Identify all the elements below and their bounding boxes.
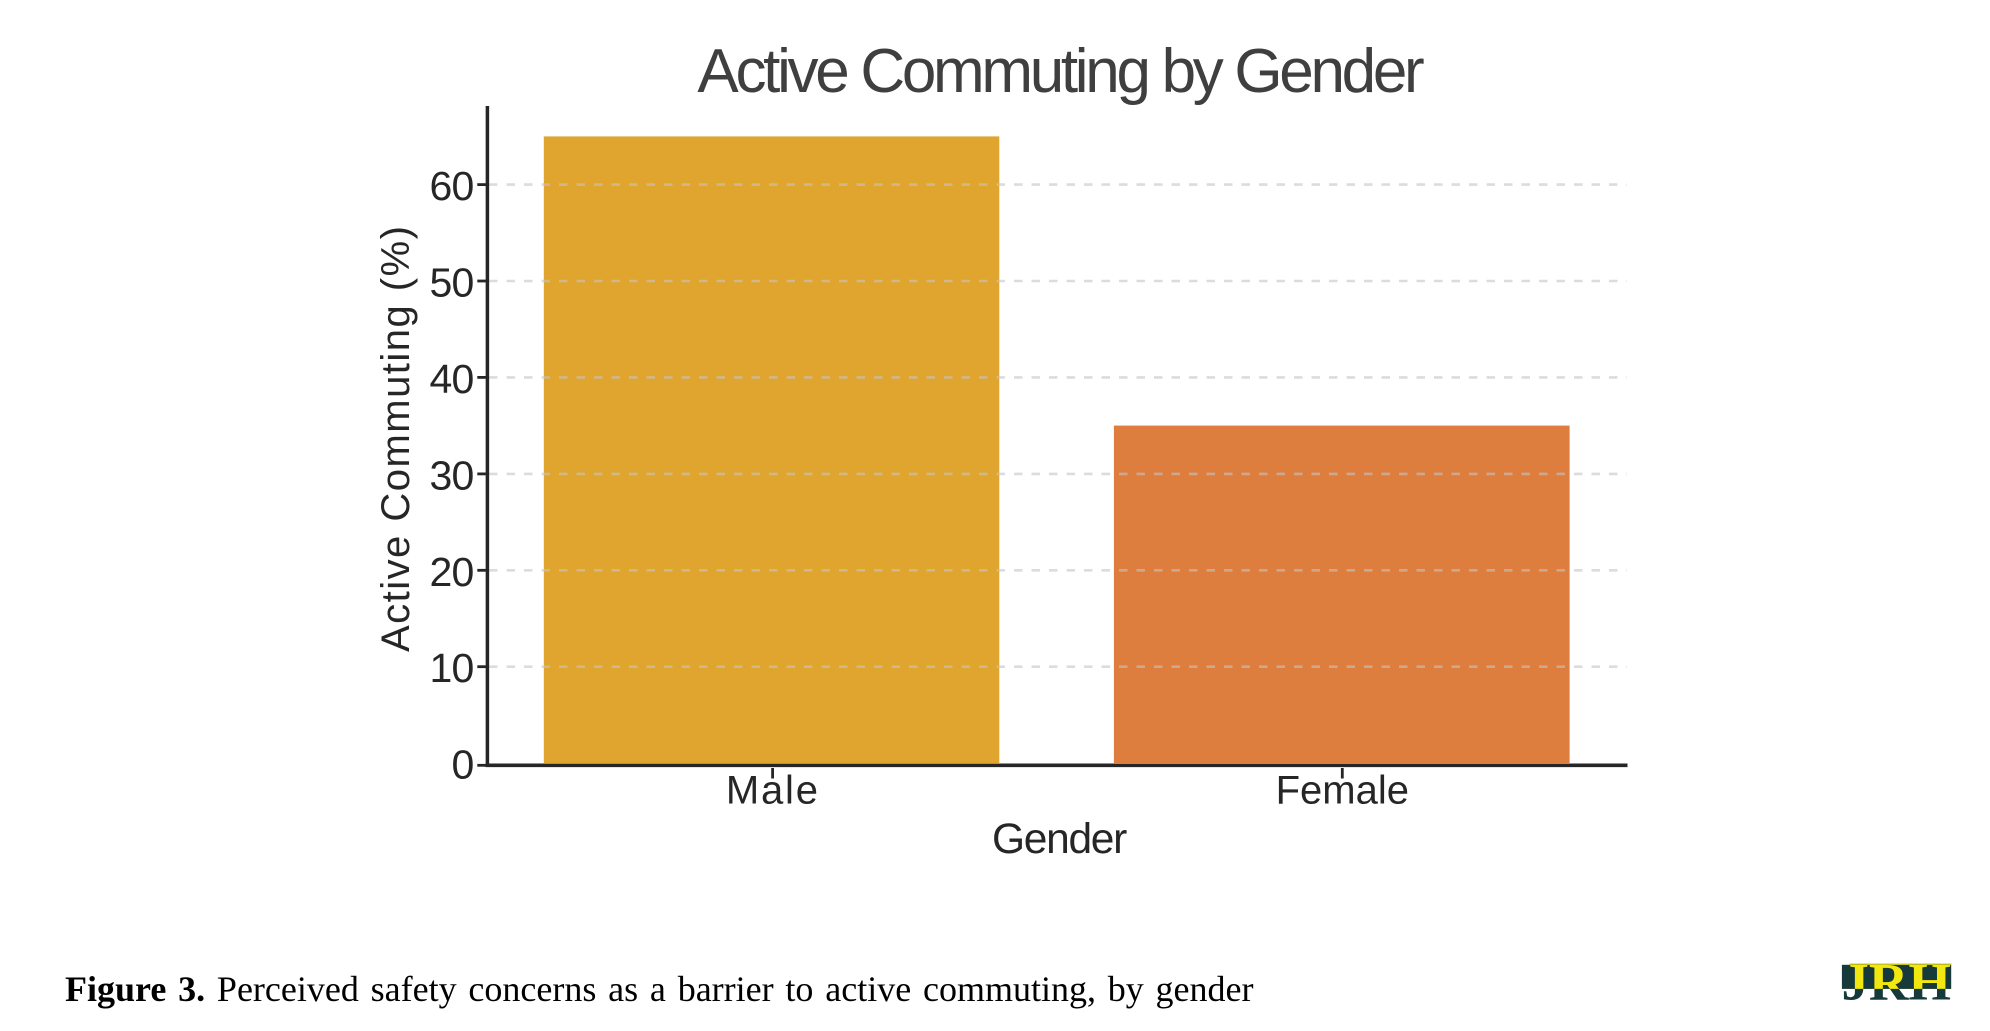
svg-text:Active Commuting by Gender: Active Commuting by Gender: [697, 37, 1424, 106]
svg-text:Male: Male: [726, 769, 820, 813]
svg-text:40: 40: [429, 356, 473, 402]
svg-text:60: 60: [429, 163, 473, 209]
svg-text:Active Commuting (%): Active Commuting (%): [374, 226, 418, 652]
svg-text:30: 30: [429, 452, 473, 498]
svg-text:Figure 3. Perceived safety con: Figure 3. Perceived safety concerns as a…: [65, 969, 1254, 1009]
svg-text:JRH: JRH: [1842, 953, 1952, 1011]
svg-text:JRH: JRH: [1842, 953, 1952, 1011]
svg-text:10: 10: [429, 645, 473, 691]
svg-text:50: 50: [429, 260, 473, 306]
svg-text:0: 0: [451, 742, 473, 788]
svg-text:20: 20: [429, 549, 473, 595]
svg-text:Female: Female: [1276, 769, 1409, 813]
svg-text:Gender: Gender: [992, 816, 1127, 863]
